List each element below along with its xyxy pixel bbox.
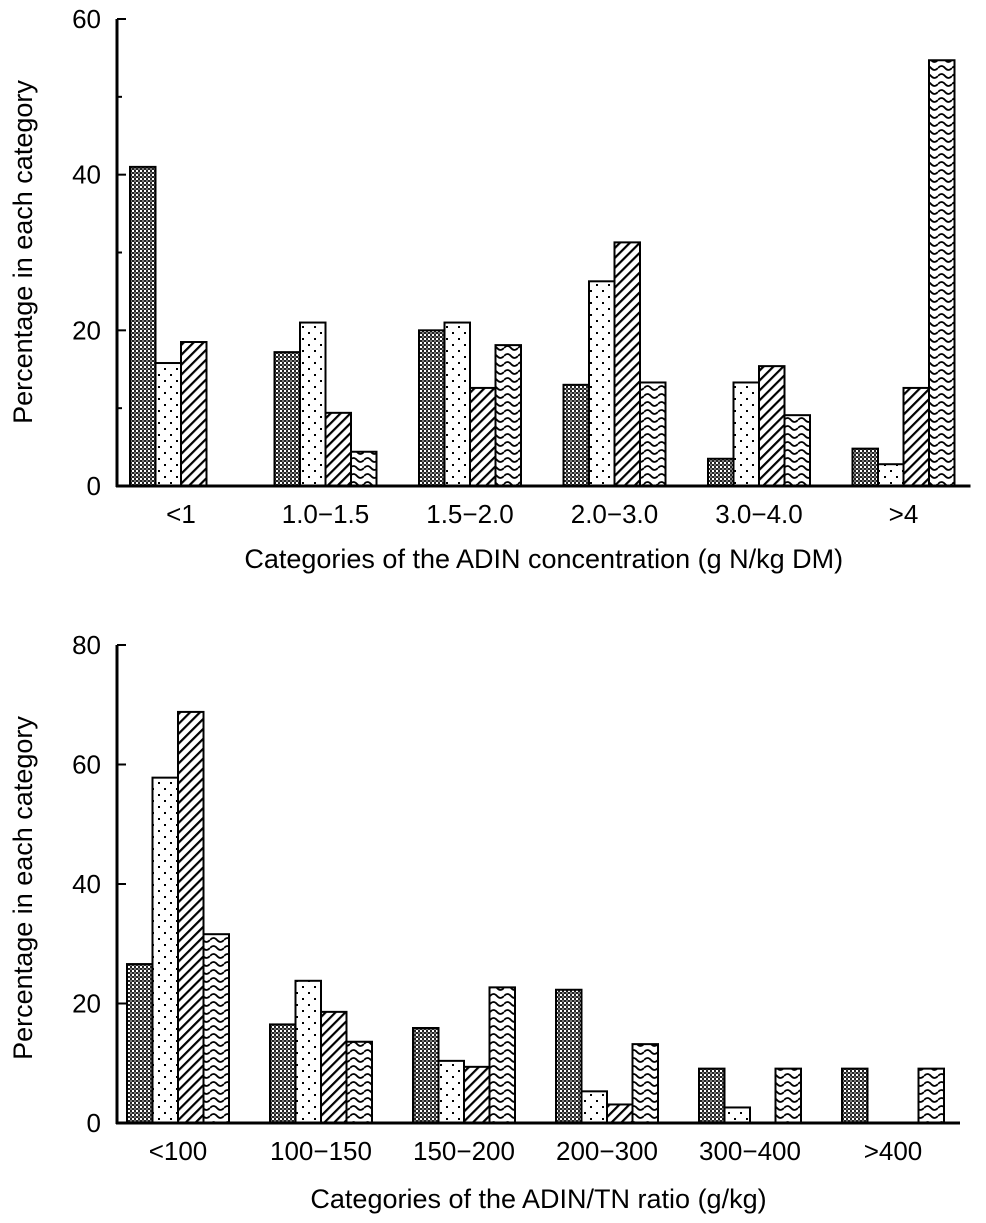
y-tick-label: 60 (72, 750, 101, 780)
x-category-label: >4 (889, 499, 919, 529)
bar-crosshatch-2 (412, 1026, 440, 1125)
x-category-label: 1.5−2.0 (426, 499, 513, 529)
y-tick-label: 0 (87, 1108, 101, 1138)
bar-wavy-2 (494, 344, 522, 487)
bar-diagonal-0 (180, 341, 208, 487)
x-axis-title: Categories of the ADIN/TN ratio (g/kg) (310, 1184, 766, 1214)
bar-crosshatch-3 (562, 383, 590, 488)
y-axis-title: Percentage in each category (8, 716, 38, 1060)
bar-crosshatch-2 (418, 329, 446, 488)
y-tick-label: 20 (72, 989, 101, 1019)
bar-diagonal-2 (469, 386, 497, 487)
bar-dots-0 (151, 776, 179, 1125)
bar-dots-0 (154, 362, 182, 488)
bar-crosshatch-5 (841, 1067, 869, 1124)
bar-crosshatch-1 (269, 1023, 297, 1124)
x-category-label: 3.0−4.0 (715, 499, 802, 529)
bar-dots-3 (588, 280, 616, 487)
bar-dots-4 (723, 1106, 751, 1124)
x-category-label: <100 (149, 1136, 208, 1166)
bar-crosshatch-4 (698, 1067, 726, 1124)
y-tick-label: 40 (72, 869, 101, 899)
bar-wavy-4 (783, 414, 811, 487)
bar-wavy-2 (488, 986, 516, 1124)
bar-diagonal-1 (324, 411, 352, 487)
x-category-label: <1 (166, 499, 196, 529)
y-axis-title: Percentage in each category (8, 80, 38, 424)
bar-dots-2 (443, 321, 471, 487)
bar-wavy-5 (928, 59, 956, 487)
bar-dots-3 (580, 1090, 608, 1125)
bar-diagonal-3 (606, 1103, 634, 1125)
y-tick-label: 40 (72, 160, 101, 190)
bar-diagonal-4 (758, 365, 786, 487)
bar-wavy-5 (917, 1067, 945, 1124)
bar-diagonal-0 (177, 710, 205, 1124)
bar-crosshatch-0 (129, 165, 157, 487)
bar-wavy-1 (345, 1040, 373, 1124)
bar-crosshatch-5 (851, 447, 879, 488)
x-axis-title: Categories of the ADIN concentration (g … (244, 544, 843, 574)
x-category-label: 2.0−3.0 (571, 499, 658, 529)
bar-wavy-0 (202, 933, 230, 1124)
y-tick-label: 80 (72, 630, 101, 660)
x-category-label: 200−300 (556, 1136, 658, 1166)
bar-crosshatch-0 (126, 963, 154, 1124)
bar-wavy-3 (631, 1043, 659, 1125)
bar-crosshatch-1 (273, 351, 301, 488)
x-category-label: 100−150 (270, 1136, 372, 1166)
bar-wavy-1 (350, 450, 378, 487)
y-tick-label: 0 (87, 471, 101, 501)
bar-diagonal-2 (463, 1065, 491, 1124)
bar-dots-1 (299, 321, 327, 487)
bar-diagonal-3 (613, 241, 641, 487)
x-category-label: 1.0−1.5 (282, 499, 369, 529)
chart-bottom: 0 20 40 60 80 <100 100−150 150−200 200−300 300−40… (8, 630, 960, 1214)
bar-dots-2 (437, 1059, 465, 1124)
bar-crosshatch-4 (707, 457, 735, 487)
x-category-label: 300−400 (699, 1136, 801, 1166)
x-category-label: 150−200 (413, 1136, 515, 1166)
bar-wavy-3 (639, 381, 667, 487)
bar-dots-1 (294, 979, 322, 1124)
bar-dots-5 (877, 463, 905, 487)
bar-diagonal-1 (320, 1010, 348, 1124)
chart-top: 0 20 40 60 <1 1.0−1.5 1.5−2.0 2.0−3.0 3.0−4.0 >4 C… (8, 4, 971, 574)
y-tick-label: 20 (72, 315, 101, 345)
bar-wavy-4 (774, 1067, 802, 1124)
y-tick-label: 60 (72, 4, 101, 34)
bar-diagonal-5 (902, 386, 930, 487)
bar-dots-4 (732, 381, 760, 487)
bar-crosshatch-3 (555, 988, 583, 1124)
x-category-label: >400 (864, 1136, 923, 1166)
